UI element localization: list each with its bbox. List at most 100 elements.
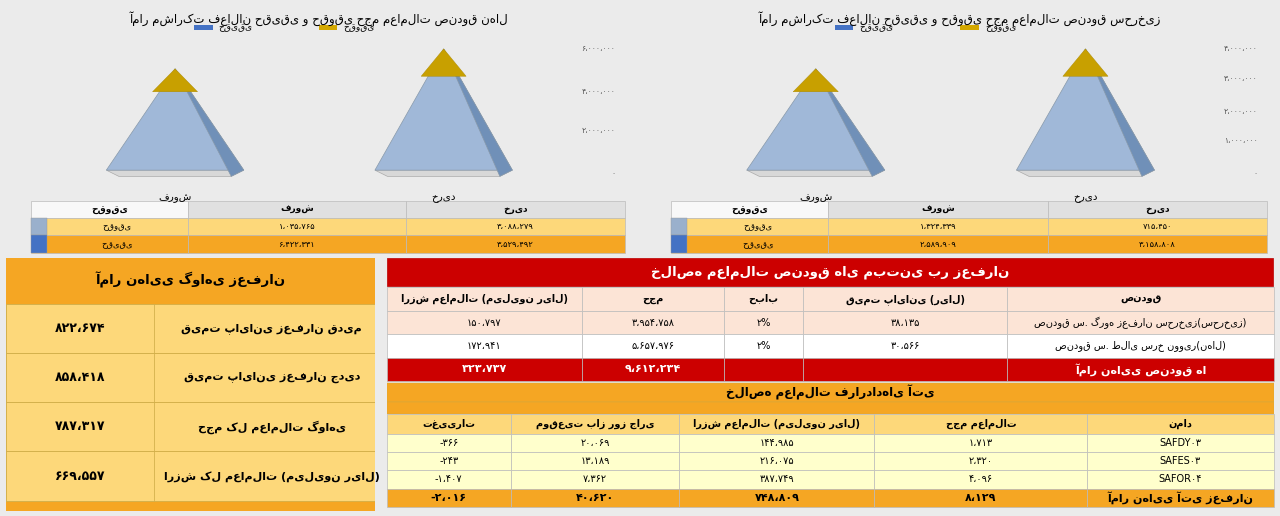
Text: آمار مشارکت فعالان حقیقی و حقوقی حجم معاملات صندوق نهال: آمار مشارکت فعالان حقیقی و حقوقی حجم معا… [129, 11, 508, 26]
Text: SAFDY۰۳: SAFDY۰۳ [1160, 438, 1202, 448]
Text: ۶،۴۲۲،۳۳۱: ۶،۴۲۲،۳۳۱ [279, 239, 315, 249]
Polygon shape [421, 49, 466, 76]
Text: نماد: نماد [1169, 419, 1193, 429]
Bar [874, 452, 1087, 471]
Polygon shape [746, 69, 884, 170]
Text: آمار مشارکت فعالان حقیقی و حقوقی حجم معاملات صندوق سحرخیز: آمار مشارکت فعالان حقیقی و حقوقی حجم معا… [759, 11, 1161, 26]
Text: حقوقی: حقوقی [986, 23, 1016, 32]
Bar [387, 383, 1274, 402]
Bar [1007, 287, 1274, 311]
Text: قیمت پایانی زعفران قدیم: قیمت پایانی زعفران قدیم [182, 322, 362, 334]
Text: ۰: ۰ [612, 169, 616, 178]
Polygon shape [1085, 49, 1155, 176]
Text: حقیقی: حقیقی [860, 23, 893, 32]
Bar [1007, 311, 1274, 334]
Bar [32, 235, 47, 253]
Text: ۸۵۸،۴۱۸: ۸۵۸،۴۱۸ [55, 371, 105, 384]
Polygon shape [1016, 49, 1155, 170]
Bar [511, 452, 680, 471]
Text: ۲%: ۲% [756, 318, 771, 328]
Text: خلاصه معاملات صندوق های مبتنی بر زعفران: خلاصه معاملات صندوق های مبتنی بر زعفران [652, 266, 1009, 279]
Text: ۹،۶۱۲،۲۳۴: ۹،۶۱۲،۲۳۴ [625, 364, 681, 374]
Text: ۳،۰۰۰،۰۰۰: ۳،۰۰۰،۰۰۰ [1224, 74, 1258, 83]
Bar [387, 452, 511, 471]
Bar [804, 334, 1007, 358]
Text: ۳،۹۵۴،۷۵۸: ۳،۹۵۴،۷۵۸ [631, 318, 675, 328]
Text: -۱،۴۰۷: -۱،۴۰۷ [435, 475, 462, 485]
Text: ۳،۵۲۹،۴۹۲: ۳،۵۲۹،۴۹۲ [497, 239, 534, 249]
Polygon shape [815, 69, 884, 176]
Bar [874, 471, 1087, 489]
Text: ۳۸،۱۳۵: ۳۸،۱۳۵ [891, 318, 920, 328]
Bar [511, 471, 680, 489]
Bar [581, 358, 723, 381]
Text: آمار نهایی آتی زعفران: آمار نهایی آتی زعفران [1107, 491, 1253, 504]
Text: ۷،۳۶۲: ۷،۳۶۲ [582, 475, 607, 485]
Bar [6, 353, 375, 402]
Polygon shape [152, 69, 197, 92]
Text: حقوقی: حقوقی [102, 222, 132, 231]
Bar [1087, 434, 1274, 452]
Text: ۱،۳۲۴،۳۳۹: ۱،۳۲۴،۳۳۹ [920, 222, 956, 231]
Text: تغییرات: تغییرات [422, 419, 475, 429]
Text: فروش: فروش [159, 193, 192, 203]
Bar [387, 489, 511, 507]
Bar [828, 201, 1048, 218]
Bar [723, 287, 804, 311]
Text: ۲،۰۰۰،۰۰۰: ۲،۰۰۰،۰۰۰ [1224, 107, 1258, 116]
Bar [1087, 452, 1274, 471]
Text: ارزش معاملات (میلیون ریال): ارزش معاملات (میلیون ریال) [401, 294, 567, 304]
Bar [188, 235, 406, 253]
Text: آمار نهایی صندوق ها: آمار نهایی صندوق ها [1075, 363, 1206, 376]
Bar [6, 452, 375, 501]
Text: قیمت پایانی (ریال): قیمت پایانی (ریال) [846, 294, 965, 304]
Bar [672, 201, 828, 218]
Polygon shape [106, 170, 243, 176]
Bar [1087, 489, 1274, 507]
Polygon shape [1016, 170, 1155, 176]
Text: -۲،۰۱۶: -۲،۰۱۶ [430, 493, 467, 503]
Bar [828, 235, 1048, 253]
Text: ۲۱۶،۰۷۵: ۲۱۶،۰۷۵ [759, 456, 794, 466]
Text: حقوقی: حقوقی [344, 23, 375, 32]
Bar [6, 353, 154, 402]
Bar [319, 25, 338, 30]
Bar [387, 414, 511, 434]
Text: موقعیت باز روز جاری: موقعیت باز روز جاری [536, 419, 654, 429]
Bar [6, 258, 375, 301]
Text: ۲%: ۲% [756, 341, 771, 351]
Text: ۳،۱۵۸،۸۰۸: ۳،۱۵۸،۸۰۸ [1139, 239, 1176, 249]
Bar [874, 414, 1087, 434]
Bar [406, 218, 625, 235]
Text: ۴،۰۹۶: ۴،۰۹۶ [969, 475, 993, 485]
Text: فروش: فروش [799, 193, 832, 203]
Bar [581, 311, 723, 334]
Polygon shape [794, 69, 838, 92]
Bar [387, 334, 581, 358]
Bar [1007, 334, 1274, 358]
Text: ۴،۰۰۰،۰۰۰: ۴،۰۰۰،۰۰۰ [1224, 44, 1258, 53]
Bar [1048, 201, 1267, 218]
Bar [672, 218, 828, 235]
Bar [804, 358, 1007, 381]
Bar [874, 434, 1087, 452]
Text: ۵،۶۵۷،۹۷۶: ۵،۶۵۷،۹۷۶ [631, 341, 675, 351]
Text: حقوقی: حقوقی [731, 205, 768, 214]
Text: صندوق س. گروه زعفران سحرخیز(سحرخیز): صندوق س. گروه زعفران سحرخیز(سحرخیز) [1034, 317, 1247, 329]
Text: ۱،۰۳۵،۷۶۵: ۱،۰۳۵،۷۶۵ [279, 222, 315, 231]
Bar [723, 311, 804, 334]
Text: ۳،۰۸۸،۲۷۹: ۳،۰۸۸،۲۷۹ [497, 222, 534, 231]
Bar [406, 201, 625, 218]
Text: خرید: خرید [431, 193, 456, 203]
Bar [387, 358, 581, 381]
Text: خرید: خرید [1146, 205, 1170, 214]
Text: خلاصه معاملات فراردادهای آتی: خلاصه معاملات فراردادهای آتی [726, 385, 934, 400]
Text: حجم معاملات: حجم معاملات [946, 419, 1016, 429]
Bar [6, 402, 154, 452]
Bar [387, 258, 1274, 287]
Polygon shape [746, 170, 884, 176]
Text: SAFOR۰۴: SAFOR۰۴ [1158, 475, 1202, 485]
Bar [680, 489, 874, 507]
Bar [6, 452, 154, 501]
Text: ۷۸۷،۳۱۷: ۷۸۷،۳۱۷ [55, 420, 105, 433]
